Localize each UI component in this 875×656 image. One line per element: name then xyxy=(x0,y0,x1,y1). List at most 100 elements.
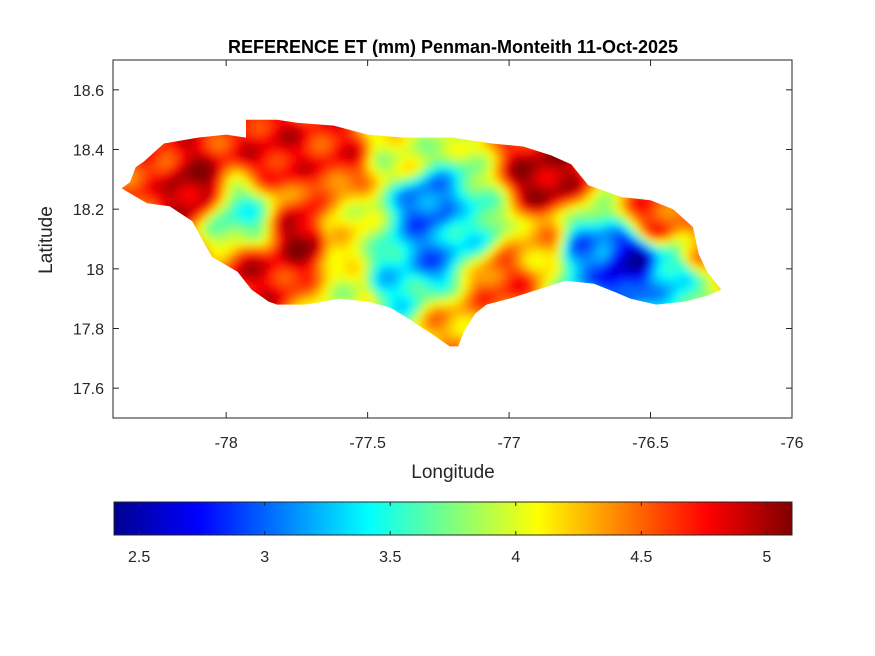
et-cell xyxy=(278,205,284,211)
et-cell xyxy=(693,240,699,246)
et-cell xyxy=(488,260,494,266)
et-cell xyxy=(633,280,639,286)
et-cell xyxy=(303,140,309,146)
et-cell xyxy=(338,260,344,266)
et-cell xyxy=(663,230,669,236)
et-cell xyxy=(538,190,544,196)
et-cell xyxy=(413,275,419,281)
et-cell xyxy=(428,200,434,206)
et-cell xyxy=(453,155,459,161)
et-cell xyxy=(298,185,304,191)
et-cell xyxy=(323,225,329,231)
et-cell xyxy=(228,215,234,221)
et-cell xyxy=(218,195,224,201)
et-cell xyxy=(328,160,334,166)
et-cell xyxy=(318,190,324,196)
et-cell xyxy=(448,290,454,296)
et-cell xyxy=(373,235,379,241)
et-cell xyxy=(298,165,304,171)
et-cell xyxy=(488,145,494,151)
et-cell xyxy=(328,195,334,201)
et-cell xyxy=(343,135,349,141)
et-cell xyxy=(303,135,309,141)
et-cell xyxy=(498,275,504,281)
et-cell xyxy=(318,275,324,281)
et-cell xyxy=(388,175,394,181)
et-cell xyxy=(538,265,544,271)
et-cell xyxy=(238,135,244,141)
et-cell xyxy=(548,245,554,251)
et-cell xyxy=(358,225,364,231)
et-cell xyxy=(233,180,239,186)
et-cell xyxy=(503,145,509,151)
et-cell xyxy=(433,235,439,241)
et-cell xyxy=(343,180,349,186)
et-cell xyxy=(168,170,174,176)
et-cell xyxy=(573,210,579,216)
et-cell xyxy=(358,235,364,241)
et-cell xyxy=(218,250,224,256)
et-cell xyxy=(693,275,699,281)
et-cell xyxy=(508,280,514,286)
et-cell xyxy=(358,250,364,256)
et-cell xyxy=(443,295,449,301)
et-cell xyxy=(493,255,499,261)
et-cell xyxy=(293,255,299,261)
et-cell xyxy=(423,230,429,236)
et-cell xyxy=(428,180,434,186)
et-cell xyxy=(418,270,424,276)
et-cell xyxy=(478,295,484,301)
et-cell xyxy=(578,240,584,246)
et-cell xyxy=(273,210,279,216)
et-cell xyxy=(473,295,479,301)
et-cell xyxy=(418,180,424,186)
et-cell xyxy=(398,145,404,151)
et-cell xyxy=(308,220,314,226)
et-cell xyxy=(543,170,549,176)
et-cell xyxy=(243,265,249,271)
et-cell xyxy=(368,270,374,276)
et-cell xyxy=(573,205,579,211)
et-cell xyxy=(298,170,304,176)
et-cell xyxy=(563,195,569,201)
et-cell xyxy=(253,190,259,196)
et-cell xyxy=(683,235,689,241)
et-cell xyxy=(283,280,289,286)
et-cell xyxy=(433,210,439,216)
et-cell xyxy=(488,175,494,181)
et-cell xyxy=(493,270,499,276)
et-cell xyxy=(513,155,519,161)
et-cell xyxy=(283,205,289,211)
et-cell xyxy=(243,180,249,186)
et-cell xyxy=(508,255,514,261)
et-cell xyxy=(418,170,424,176)
et-cell xyxy=(438,215,444,221)
et-cell xyxy=(353,150,359,156)
et-cell xyxy=(263,235,269,241)
et-cell xyxy=(278,270,284,276)
et-cell xyxy=(268,155,274,161)
et-cell xyxy=(628,250,634,256)
et-cell xyxy=(398,140,404,146)
et-cell xyxy=(508,290,514,296)
et-cell xyxy=(483,180,489,186)
et-cell xyxy=(378,280,384,286)
et-cell xyxy=(643,265,649,271)
et-cell xyxy=(363,210,369,216)
et-cell xyxy=(238,265,244,271)
et-cell xyxy=(258,255,264,261)
et-cell xyxy=(318,135,324,141)
et-cell xyxy=(553,180,559,186)
et-cell xyxy=(243,185,249,191)
et-cell xyxy=(398,310,404,316)
et-cell xyxy=(598,275,604,281)
et-cell xyxy=(348,220,354,226)
et-cell xyxy=(308,205,314,211)
et-cell xyxy=(538,175,544,181)
et-cell xyxy=(268,145,274,151)
et-cell xyxy=(458,220,464,226)
et-cell xyxy=(408,220,414,226)
et-cell xyxy=(603,260,609,266)
et-cell xyxy=(323,185,329,191)
et-cell xyxy=(398,210,404,216)
